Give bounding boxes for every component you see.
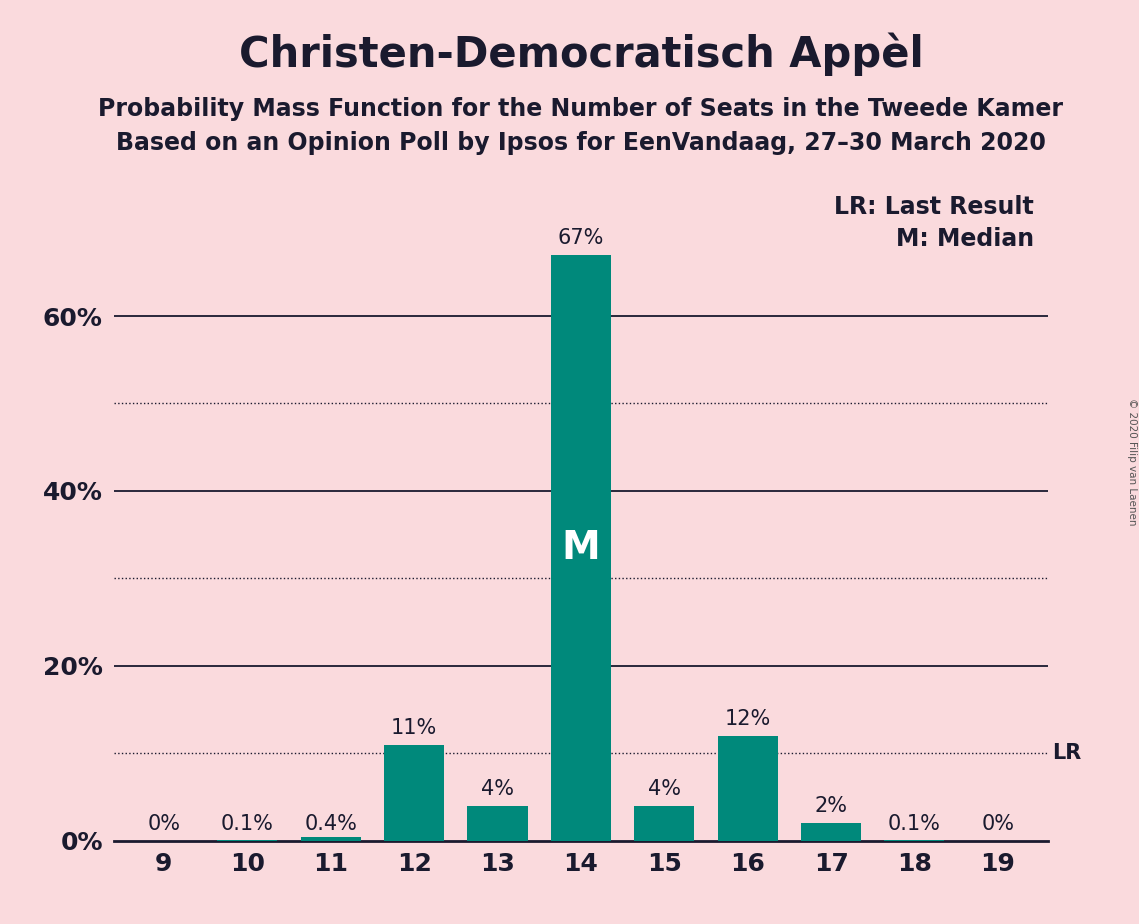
Text: LR: LR <box>1052 744 1081 763</box>
Bar <box>467 806 527 841</box>
Text: 12%: 12% <box>724 709 771 729</box>
Bar <box>801 823 861 841</box>
Text: 4%: 4% <box>648 779 681 799</box>
Text: M: Median: M: Median <box>895 227 1034 251</box>
Text: 0%: 0% <box>147 814 180 833</box>
Text: 0.1%: 0.1% <box>221 814 273 833</box>
Text: 2%: 2% <box>814 796 847 816</box>
Bar <box>634 806 695 841</box>
Text: Christen-Democratisch Appèl: Christen-Democratisch Appèl <box>238 32 924 76</box>
Bar <box>718 736 778 841</box>
Text: LR: Last Result: LR: Last Result <box>834 195 1034 219</box>
Text: Probability Mass Function for the Number of Seats in the Tweede Kamer: Probability Mass Function for the Number… <box>98 97 1064 121</box>
Text: 0.1%: 0.1% <box>888 814 941 833</box>
Text: © 2020 Filip van Laenen: © 2020 Filip van Laenen <box>1126 398 1137 526</box>
Text: 67%: 67% <box>558 228 604 248</box>
Text: 11%: 11% <box>391 718 437 737</box>
Text: 4%: 4% <box>481 779 514 799</box>
Bar <box>551 255 611 841</box>
Text: M: M <box>562 529 600 566</box>
Bar <box>384 745 444 841</box>
Text: 0%: 0% <box>982 814 1015 833</box>
Text: 0.4%: 0.4% <box>304 814 358 833</box>
Text: Based on an Opinion Poll by Ipsos for EenVandaag, 27–30 March 2020: Based on an Opinion Poll by Ipsos for Ee… <box>116 131 1046 155</box>
Bar <box>301 837 361 841</box>
